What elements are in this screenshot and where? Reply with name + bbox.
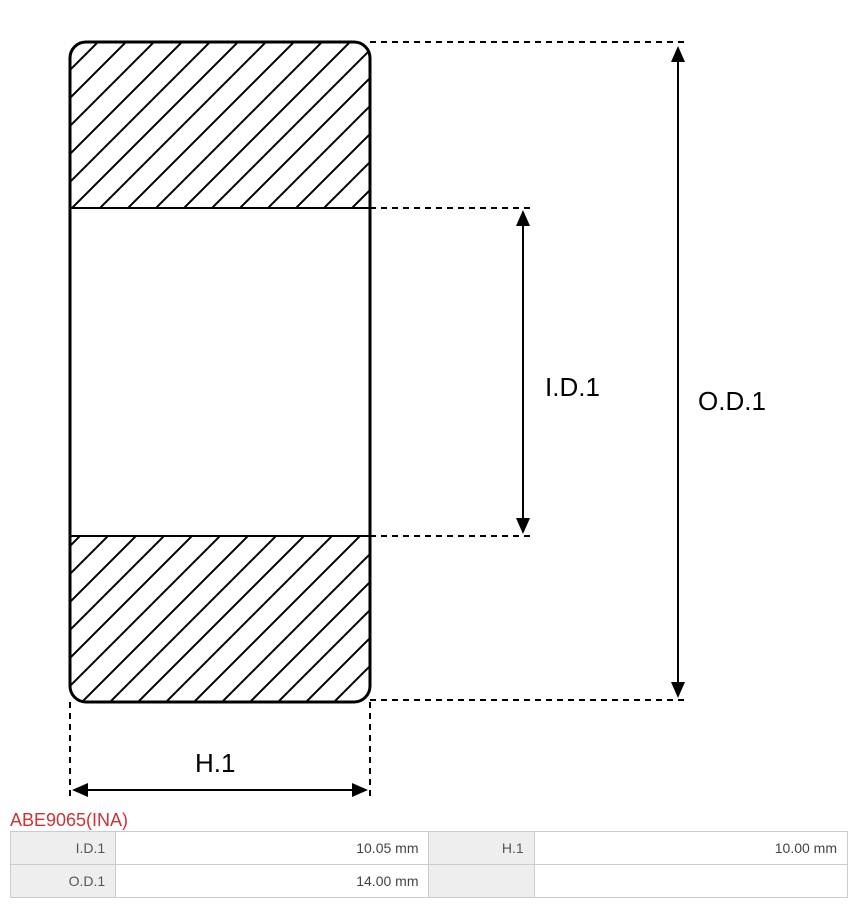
spec-value-od1: 14.00 mm (116, 865, 429, 898)
spec-value-id1: 10.05 mm (116, 832, 429, 865)
spec-value-h1: 10.00 mm (534, 832, 847, 865)
table-row: O.D.1 14.00 mm (11, 865, 848, 898)
table-row: I.D.1 10.05 mm H.1 10.00 mm (11, 832, 848, 865)
spec-label-empty (429, 865, 534, 898)
technical-diagram: I.D.1 O.D.1 H.1 (0, 0, 848, 810)
spec-label-id1: I.D.1 (11, 832, 116, 865)
svg-text:O.D.1: O.D.1 (698, 386, 766, 416)
part-number-title: ABE9065(INA) (10, 810, 848, 831)
svg-text:H.1: H.1 (195, 748, 235, 778)
svg-text:I.D.1: I.D.1 (545, 372, 600, 402)
spec-label-od1: O.D.1 (11, 865, 116, 898)
spec-label-h1: H.1 (429, 832, 534, 865)
specifications-table: I.D.1 10.05 mm H.1 10.00 mm O.D.1 14.00 … (10, 831, 848, 898)
spec-value-empty (534, 865, 847, 898)
